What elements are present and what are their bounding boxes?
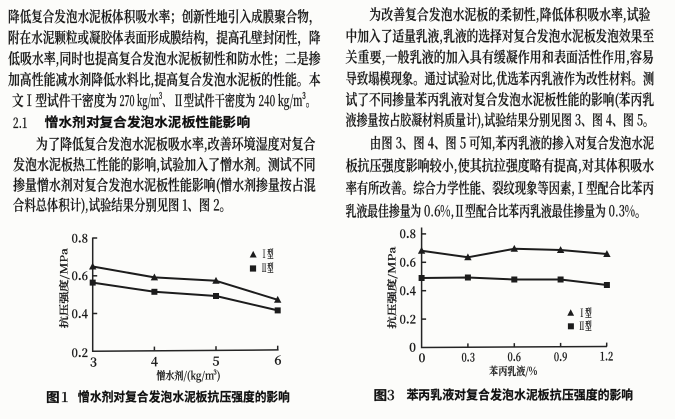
svg-text:0: 0 [409, 339, 416, 356]
svg-text:板抗压强度影响较小,使其抗拉强度略有提高,对其体积吸水: 板抗压强度影响较小,使其抗拉强度略有提高,对其体积吸水 [346, 155, 655, 176]
svg-text:240 kg/m³。: 240 kg/m³。 [259, 90, 316, 111]
svg-text:由图 3、图 4、图 5 可知,苯丙乳液的掺入对复合发泡水泥: 由图 3、图 4、图 5 可知,苯丙乳液的掺入对复合发泡水泥 [370, 132, 654, 153]
svg-text:3: 3 [387, 385, 395, 405]
svg-text:Ⅰ型: Ⅰ型 [261, 246, 274, 262]
svg-text:0: 0 [418, 349, 425, 366]
svg-text:0.2: 0.2 [400, 310, 417, 327]
svg-text:0.4: 0.4 [72, 305, 89, 322]
svg-text:中加入了适量乳液,乳液的选择对复合发泡水泥板发泡效果至: 中加入了适量乳液,乳液的选择对复合发泡水泥板发泡效果至 [346, 25, 655, 46]
svg-text:合料总体积计),试验结果分别见图 1、图 2。: 合料总体积计),试验结果分别见图 1、图 2。 [13, 195, 231, 216]
svg-text:憎水剂/(kg/m³): 憎水剂/(kg/m³) [156, 368, 220, 384]
svg-text:0.6: 0.6 [72, 267, 89, 284]
svg-text:0.8: 0.8 [72, 229, 89, 246]
svg-text:0.6: 0.6 [400, 254, 417, 271]
svg-text:1.2: 1.2 [600, 347, 614, 364]
svg-text:图: 图 [46, 386, 60, 406]
svg-text:0.3: 0.3 [461, 349, 475, 366]
svg-text:率有所改善。综合力学性能、裂纹现象等因素,Ⅰ型配合比苯丙: 率有所改善。综合力学性能、裂纹现象等因素,Ⅰ型配合比苯丙 [346, 178, 655, 199]
svg-text:Ⅱ型试件干密度为: Ⅱ型试件干密度为 [174, 90, 256, 111]
svg-text:4: 4 [151, 352, 158, 370]
svg-text:1: 1 [61, 387, 69, 407]
svg-text:掺量憎水剂对复合发泡水泥板性能影响(憎水剂掺量按占混: 掺量憎水剂对复合发泡水泥板性能影响(憎水剂掺量按占混 [13, 175, 316, 196]
svg-text:抗压强度/MPa: 抗压强度/MPa [384, 246, 399, 328]
svg-text:Ⅱ型: Ⅱ型 [579, 318, 592, 334]
svg-text:270 kg/m³、: 270 kg/m³、 [120, 90, 172, 111]
svg-text:3: 3 [90, 352, 97, 370]
svg-text:液掺量按占胶凝材料质量计),试验结果分别见图 3、图 4、图: 液掺量按占胶凝材料质量计),试验结果分别见图 3、图 4、图 5。 [346, 110, 655, 131]
svg-text:导致塌模现象。通过试验对比,优选苯丙乳液作为改性材料。测: 导致塌模现象。通过试验对比,优选苯丙乳液作为改性材料。测 [346, 68, 655, 89]
svg-text:抗压强度/MPa: 抗压强度/MPa [56, 248, 71, 328]
svg-text:5: 5 [212, 351, 219, 369]
svg-text:为了降低复合发泡水泥板吸水率,改善环境湿度对复合: 为了降低复合发泡水泥板吸水率,改善环境湿度对复合 [36, 134, 316, 155]
svg-text:Ⅰ型: Ⅰ型 [579, 305, 592, 321]
svg-text:0.8: 0.8 [400, 225, 417, 242]
svg-text:加高性能减水剂降低水料比,提高复合发泡水泥板的性能。本: 加高性能减水剂降低水料比,提高复合发泡水泥板的性能。本 [8, 69, 321, 90]
svg-text:降低复合发泡水泥板体积吸水率；创新性地引入成膜聚合物，: 降低复合发泡水泥板体积吸水率；创新性地引入成膜聚合物， [8, 6, 321, 27]
svg-text:文Ⅰ型试件干密度为: 文Ⅰ型试件干密度为 [12, 90, 117, 111]
svg-text:苯丙乳液对复合发泡水泥板抗压强度的影响: 苯丙乳液对复合发泡水泥板抗压强度的影响 [406, 385, 633, 404]
svg-text:试了不同掺量苯丙乳液对复合发泡水泥板性能的影响(苯丙乳: 试了不同掺量苯丙乳液对复合发泡水泥板性能的影响(苯丙乳 [346, 89, 655, 110]
svg-text:乳液最佳掺量为 0.6%,Ⅱ型配合比苯丙乳液最佳掺量为 0.: 乳液最佳掺量为 0.6%,Ⅱ型配合比苯丙乳液最佳掺量为 0.3%。 [346, 200, 647, 221]
svg-text:憎水剂对复合发泡水泥板性能影响: 憎水剂对复合发泡水泥板性能影响 [45, 111, 250, 131]
svg-text:0.4: 0.4 [400, 282, 417, 299]
svg-text:0.6: 0.6 [508, 348, 522, 365]
svg-text:附在水泥颗粒或凝胶体表面形成膜结构，提高孔壁封闭性，降: 附在水泥颗粒或凝胶体表面形成膜结构，提高孔壁封闭性，降 [8, 27, 321, 48]
svg-text:憎水剂对复合发泡水泥板抗压强度的影响: 憎水剂对复合发泡水泥板抗压强度的影响 [78, 387, 290, 406]
svg-text:低吸水率,同时也提高复合发泡水泥板韧性和防水性；二是掺: 低吸水率,同时也提高复合发泡水泥板韧性和防水性；二是掺 [8, 48, 321, 69]
svg-text:为改善复合发泡水泥板的柔韧性,降低体积吸水率,试验: 为改善复合发泡水泥板的柔韧性,降低体积吸水率,试验 [369, 4, 650, 25]
svg-text:6: 6 [274, 350, 281, 368]
svg-text:图: 图 [374, 384, 388, 404]
svg-text:2.1: 2.1 [13, 112, 28, 133]
svg-text:发泡水泥板热工性能的影响,试验加入了憎水剂。测试不同: 发泡水泥板热工性能的影响,试验加入了憎水剂。测试不同 [13, 154, 316, 175]
svg-text:Ⅱ型: Ⅱ型 [261, 260, 274, 276]
svg-text:0.2: 0.2 [72, 344, 89, 361]
svg-text:0.9: 0.9 [554, 348, 568, 365]
svg-text:苯丙乳液/%: 苯丙乳液/% [489, 363, 537, 379]
svg-text:关重要,一般乳液的加入具有缓凝作用和表面活性作用,容易: 关重要,一般乳液的加入具有缓凝作用和表面活性作用,容易 [346, 47, 655, 68]
